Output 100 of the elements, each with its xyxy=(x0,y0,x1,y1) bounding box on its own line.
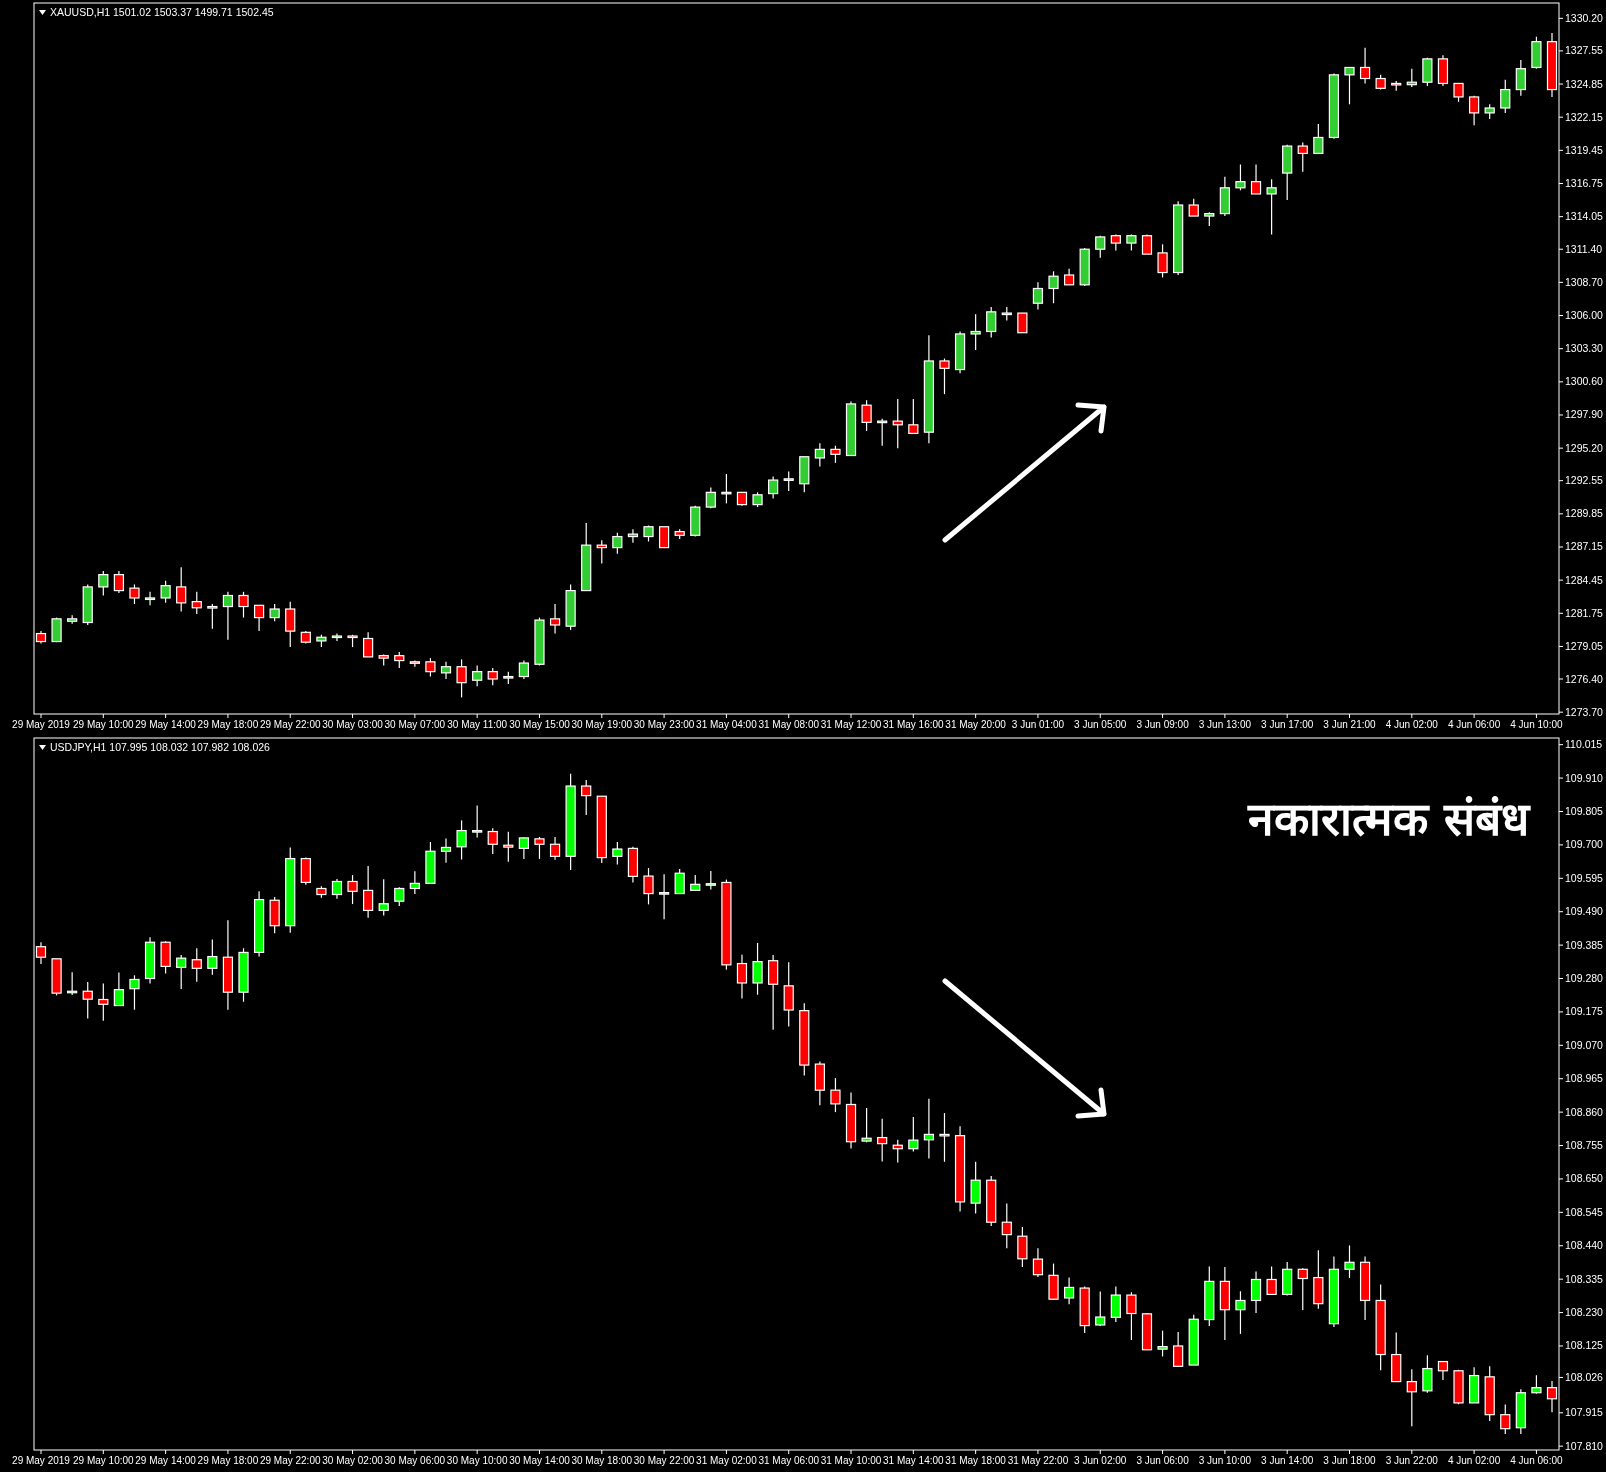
candlestick xyxy=(783,470,794,492)
candlestick xyxy=(129,583,140,605)
candlestick xyxy=(939,357,950,395)
candlestick xyxy=(129,974,140,1011)
x-tick-label: 3 Jun 05:00 xyxy=(1074,719,1127,730)
x-tick-label: 3 Jun 14:00 xyxy=(1261,1455,1314,1466)
candlestick xyxy=(487,827,498,855)
x-tick-label: 4 Jun 10:00 xyxy=(1510,719,1563,730)
x-tick-label: 3 Jun 02:00 xyxy=(1074,1455,1127,1466)
candlestick xyxy=(1063,1276,1075,1305)
x-tick-label: 3 Jun 09:00 xyxy=(1136,719,1190,730)
candlestick xyxy=(1017,1226,1028,1268)
y-tick-label: 1273.70 xyxy=(1565,705,1604,718)
candlestick xyxy=(1095,1290,1106,1327)
candlestick xyxy=(861,1107,872,1143)
x-tick-label: 30 May 03:00 xyxy=(322,719,384,730)
y-tick-label: 109.175 xyxy=(1565,1005,1604,1018)
x-tick-label: 29 May 22:00 xyxy=(259,719,321,730)
x-tick-label: 29 May 2019 xyxy=(12,1455,71,1466)
candlestick xyxy=(1515,59,1526,97)
y-tick-label: 107.915 xyxy=(1565,1406,1604,1419)
candlestick xyxy=(1531,1374,1542,1395)
candlestick xyxy=(176,566,187,613)
x-tick-label: 3 Jun 22:00 xyxy=(1385,1455,1439,1466)
candlestick xyxy=(238,591,249,619)
y-tick-label: 1287.15 xyxy=(1565,540,1604,553)
candlestick xyxy=(674,868,685,895)
y-tick-label: 1292.55 xyxy=(1565,474,1604,487)
candlestick xyxy=(1344,66,1355,105)
candlestick xyxy=(456,658,467,699)
candlestick xyxy=(503,831,514,863)
candlestick xyxy=(331,878,343,900)
candlestick xyxy=(1157,243,1168,279)
y-tick-label: 109.070 xyxy=(1565,1038,1604,1051)
candlestick xyxy=(970,313,981,351)
candlestick xyxy=(82,981,93,1020)
candlestick xyxy=(207,603,218,630)
x-tick-label: 4 Jun 06:00 xyxy=(1447,719,1501,730)
candlestick xyxy=(98,570,109,597)
x-tick-label: 3 Jun 10:00 xyxy=(1198,1455,1252,1466)
candlestick xyxy=(861,399,872,432)
candlestick xyxy=(549,603,561,635)
candlestick xyxy=(877,1118,888,1163)
x-tick-label: 31 May 10:00 xyxy=(820,1455,882,1466)
candlestick xyxy=(1422,1354,1433,1394)
candlestick xyxy=(1250,1270,1262,1314)
y-tick-label: 108.125 xyxy=(1565,1339,1604,1352)
candlestick xyxy=(830,1077,841,1113)
candlestick xyxy=(1235,1290,1246,1335)
candlestick xyxy=(1359,47,1371,85)
x-tick-label: 29 May 14:00 xyxy=(135,1455,197,1466)
candlestick xyxy=(222,591,234,641)
x-tick-label: 29 May 18:00 xyxy=(197,1455,259,1466)
x-tick-label: 3 Jun 13:00 xyxy=(1198,719,1252,730)
candlestick xyxy=(752,942,763,996)
x-tick-label: 30 May 15:00 xyxy=(509,719,571,730)
candlestick xyxy=(363,865,374,919)
candlestick xyxy=(970,1161,981,1215)
y-tick-label: 1297.90 xyxy=(1565,408,1604,421)
chart-title: USDJPY,H1 107.995 108.032 107.982 108.026 xyxy=(50,741,271,753)
candlestick xyxy=(923,1098,935,1160)
chart-title: XAUUSD,H1 1501.02 1503.37 1499.71 1502.45 xyxy=(50,6,274,18)
x-tick-label: 31 May 18:00 xyxy=(945,1455,1007,1466)
candlestick xyxy=(378,878,389,917)
y-tick-label: 1316.75 xyxy=(1565,177,1604,190)
y-tick-label: 108.440 xyxy=(1565,1239,1604,1252)
candlestick xyxy=(658,873,670,920)
y-tick-label: 1300.60 xyxy=(1565,375,1604,388)
candlestick xyxy=(908,1116,919,1153)
candlestick xyxy=(113,971,124,1007)
candlestick xyxy=(472,664,483,687)
y-tick-label: 1306.00 xyxy=(1565,309,1604,322)
x-tick-label: 3 Jun 21:00 xyxy=(1323,719,1377,730)
y-tick-label: 109.700 xyxy=(1565,838,1604,851)
x-tick-label: 31 May 16:00 xyxy=(883,719,945,730)
y-tick-label: 1311.40 xyxy=(1565,242,1603,255)
candlestick xyxy=(518,659,530,680)
x-tick-label: 30 May 06:00 xyxy=(384,1455,446,1466)
y-tick-label: 1295.20 xyxy=(1565,441,1604,454)
y-tick-label: 1327.55 xyxy=(1565,44,1604,57)
y-tick-label: 1324.85 xyxy=(1565,77,1604,90)
candlestick xyxy=(612,532,623,555)
candlestick xyxy=(986,306,997,339)
y-tick-label: 1281.75 xyxy=(1565,606,1604,619)
candlestick xyxy=(1313,123,1324,155)
candlestick xyxy=(160,580,171,604)
candlestick xyxy=(207,938,218,976)
candlestick xyxy=(1017,312,1028,334)
y-tick-label: 1308.70 xyxy=(1565,275,1604,288)
x-tick-label: 3 Jun 18:00 xyxy=(1323,1455,1377,1466)
y-tick-label: 1322.15 xyxy=(1565,110,1604,123)
candlestick xyxy=(425,657,436,678)
x-tick-label: 31 May 20:00 xyxy=(945,719,1007,730)
candlestick xyxy=(518,836,530,860)
x-tick-label: 31 May 02:00 xyxy=(696,1455,758,1466)
x-tick-label: 30 May 14:00 xyxy=(509,1455,571,1466)
candlestick xyxy=(456,819,467,861)
y-tick-label: 1330.20 xyxy=(1565,11,1604,24)
y-tick-label: 1289.85 xyxy=(1565,507,1604,520)
x-tick-label: 30 May 10:00 xyxy=(446,1455,508,1466)
